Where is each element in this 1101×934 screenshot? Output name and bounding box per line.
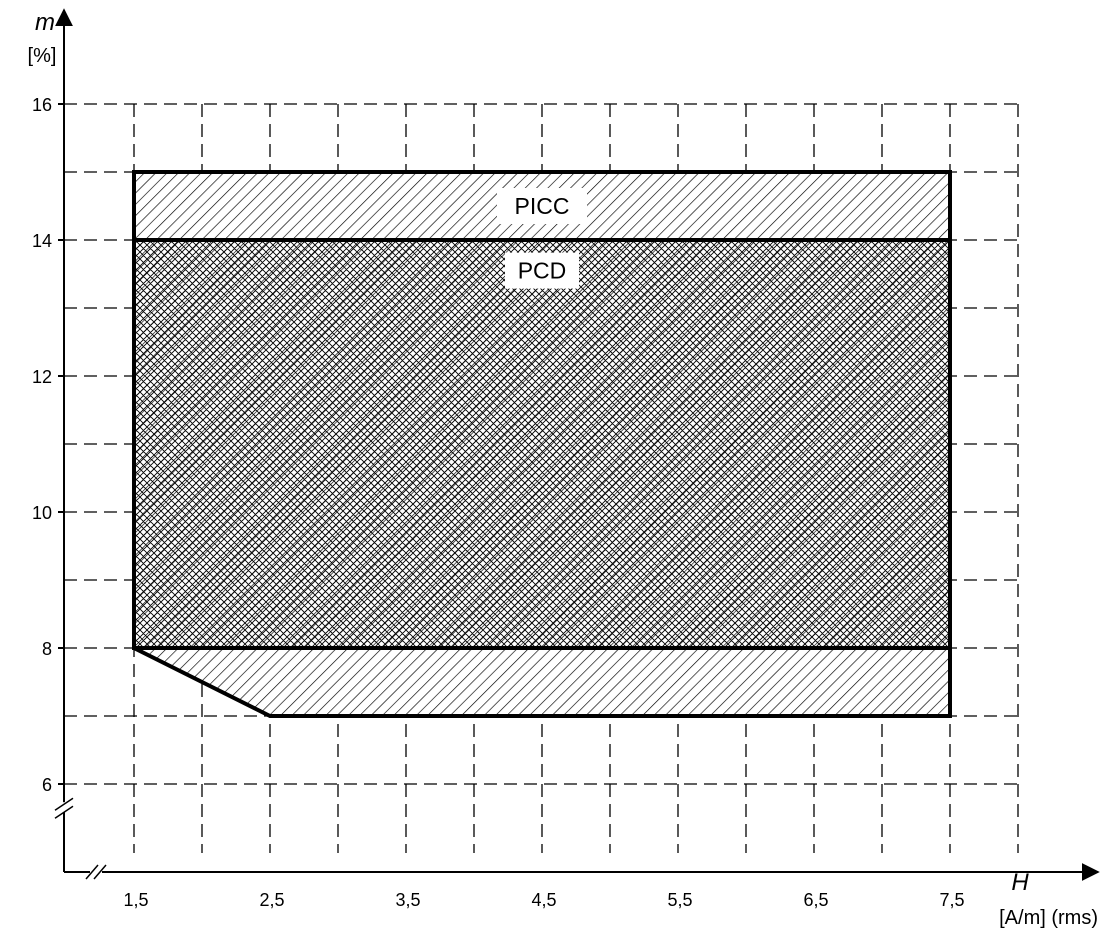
labels: m [%] H [A/m] (rms) [28, 9, 1098, 929]
x-axis-break-gap [90, 867, 102, 877]
y-axis-symbol: m [35, 9, 55, 36]
region-pcd [132, 238, 952, 650]
x-axis-break-mark [93, 864, 107, 880]
region-label-picc: PICC [515, 193, 570, 219]
y-tick-label: 12 [32, 367, 52, 387]
y-tick-label: 14 [32, 231, 52, 251]
region-label-background [497, 188, 587, 224]
y-axis-break-mark [54, 797, 74, 811]
y-tick-label: 16 [32, 95, 52, 115]
x-tick-label: 3,5 [395, 890, 420, 910]
x-tick-label: 6,5 [803, 890, 828, 910]
region-label-background [505, 252, 579, 289]
y-tick-label: 10 [32, 503, 52, 523]
y-tick-label: 6 [42, 775, 52, 795]
x-tick-label: 7,5 [939, 890, 964, 910]
x-axis-symbol: H [1011, 869, 1029, 896]
x-axis-unit: [A/m] (rms) [999, 907, 1098, 929]
x-tick-label: 1,5 [123, 890, 148, 910]
x-tick-label: 2,5 [259, 890, 284, 910]
y-axis-break-gap [56, 802, 72, 813]
x-tick-label: 5,5 [667, 890, 692, 910]
x-tick-label: 4,5 [531, 890, 556, 910]
y-axis-unit: [%] [28, 45, 57, 67]
y-axis-break-mark [54, 805, 74, 819]
y-tick-label: 8 [42, 639, 52, 659]
x-axis-break-mark [85, 864, 99, 880]
region-label-pcd: PCD [518, 258, 567, 284]
regions: PICC PCD [132, 170, 952, 718]
axes: 1,5 2,5 3,5 4,5 5,5 6,5 7,5 6 8 10 12 14 16 [32, 8, 1100, 910]
